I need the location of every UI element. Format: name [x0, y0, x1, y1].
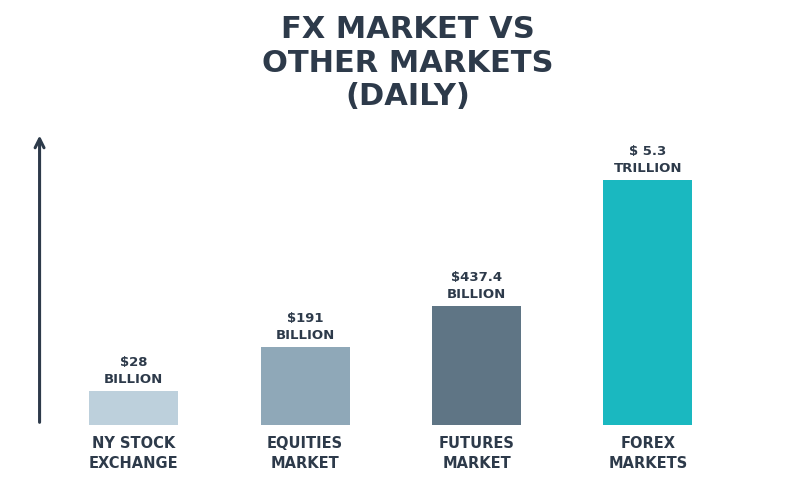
Text: $191
BILLION: $191 BILLION — [275, 312, 335, 342]
Bar — [603, 180, 693, 425]
Text: $ 5.3
TRILLION: $ 5.3 TRILLION — [614, 145, 682, 175]
Bar — [432, 306, 521, 425]
Title: FX MARKET VS
OTHER MARKETS
(DAILY): FX MARKET VS OTHER MARKETS (DAILY) — [262, 15, 554, 111]
Text: $28
BILLION: $28 BILLION — [104, 356, 163, 386]
Text: $437.4
BILLION: $437.4 BILLION — [447, 271, 506, 301]
Bar — [261, 347, 350, 425]
Bar — [90, 391, 178, 425]
